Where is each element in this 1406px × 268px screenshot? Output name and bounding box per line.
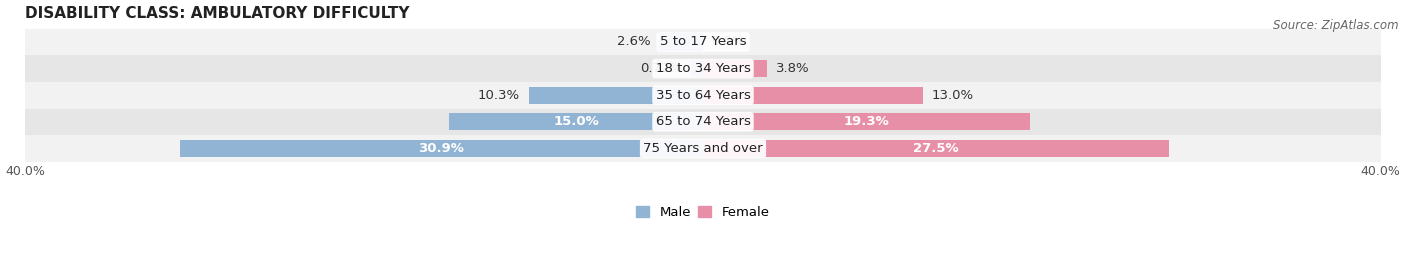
Text: 65 to 74 Years: 65 to 74 Years [655,115,751,128]
Bar [690,60,703,77]
Bar [703,87,924,104]
Bar [25,82,1381,109]
Bar [25,135,1381,162]
Text: 2.6%: 2.6% [617,35,651,49]
Text: 0.0%: 0.0% [711,35,745,49]
Text: 0.72%: 0.72% [640,62,682,75]
Text: 10.3%: 10.3% [478,89,520,102]
Text: 35 to 64 Years: 35 to 64 Years [655,89,751,102]
Bar [703,113,1031,131]
Text: Source: ZipAtlas.com: Source: ZipAtlas.com [1274,19,1399,32]
Text: 19.3%: 19.3% [844,115,890,128]
Text: 18 to 34 Years: 18 to 34 Years [655,62,751,75]
Bar [529,87,703,104]
Bar [703,60,768,77]
Text: 13.0%: 13.0% [932,89,974,102]
Bar [25,55,1381,82]
Text: 75 Years and over: 75 Years and over [643,142,763,155]
Text: 5 to 17 Years: 5 to 17 Years [659,35,747,49]
Bar [25,109,1381,135]
Bar [703,140,1168,157]
Bar [180,140,703,157]
Legend: Male, Female: Male, Female [631,201,775,224]
Text: DISABILITY CLASS: AMBULATORY DIFFICULTY: DISABILITY CLASS: AMBULATORY DIFFICULTY [25,6,411,21]
Bar [449,113,703,131]
Bar [659,33,703,51]
Text: 27.5%: 27.5% [912,142,959,155]
Text: 30.9%: 30.9% [419,142,464,155]
Bar [25,29,1381,55]
Text: 15.0%: 15.0% [553,115,599,128]
Text: 3.8%: 3.8% [776,62,810,75]
